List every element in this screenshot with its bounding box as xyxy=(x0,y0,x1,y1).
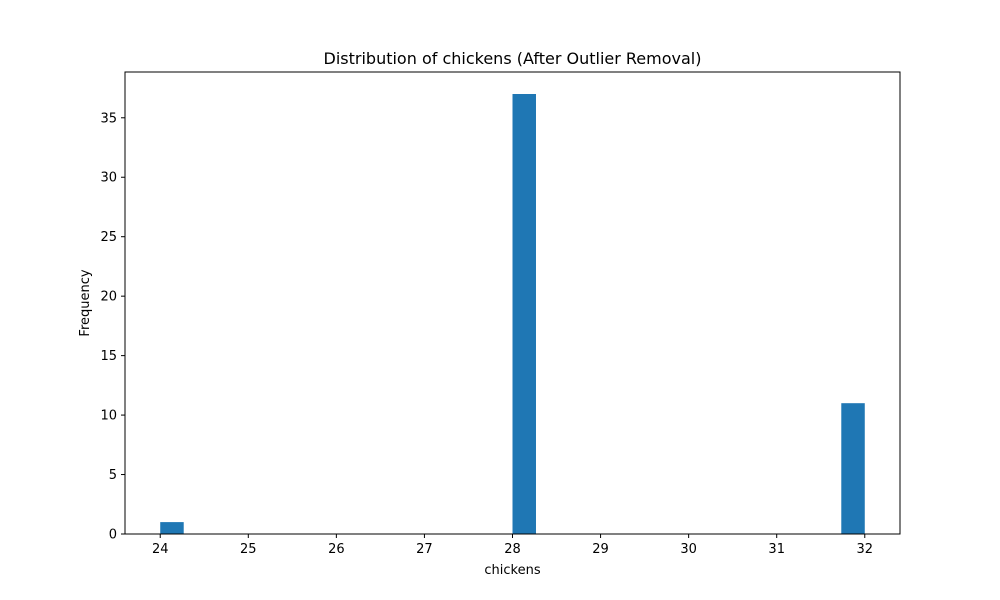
y-tick-label: 25 xyxy=(100,230,117,245)
x-tick-label: 29 xyxy=(592,542,609,557)
x-tick-label: 32 xyxy=(856,542,873,557)
y-tick-label: 0 xyxy=(109,528,117,543)
x-tick-label: 26 xyxy=(328,542,345,557)
x-axis-ticks: 24 25 26 27 28 29 30 31 32 xyxy=(152,534,873,557)
histogram-bar-2 xyxy=(841,403,865,534)
y-tick-label: 35 xyxy=(100,111,117,126)
x-tick-label: 31 xyxy=(768,542,785,557)
x-tick-label: 25 xyxy=(240,542,257,557)
x-axis-label: chickens xyxy=(484,563,540,578)
bars-layer xyxy=(160,94,865,534)
x-tick-label: 27 xyxy=(416,542,433,557)
y-tick-label: 10 xyxy=(100,409,117,424)
y-axis-label: Frequency xyxy=(78,269,93,336)
y-tick-label: 15 xyxy=(100,349,117,364)
x-tick-label: 30 xyxy=(680,542,697,557)
x-tick-label: 24 xyxy=(152,542,169,557)
y-tick-label: 20 xyxy=(100,290,117,305)
histogram-bar-0 xyxy=(160,522,184,534)
y-tick-label: 5 xyxy=(109,468,117,483)
axes-frame xyxy=(124,71,901,535)
y-tick-label: 30 xyxy=(100,171,117,186)
chart-title: Distribution of chickens (After Outlier … xyxy=(324,49,702,68)
histogram-bar-1 xyxy=(512,94,536,534)
x-tick-label: 28 xyxy=(504,542,521,557)
y-axis-ticks: 0 5 10 15 20 25 30 35 xyxy=(100,111,125,543)
